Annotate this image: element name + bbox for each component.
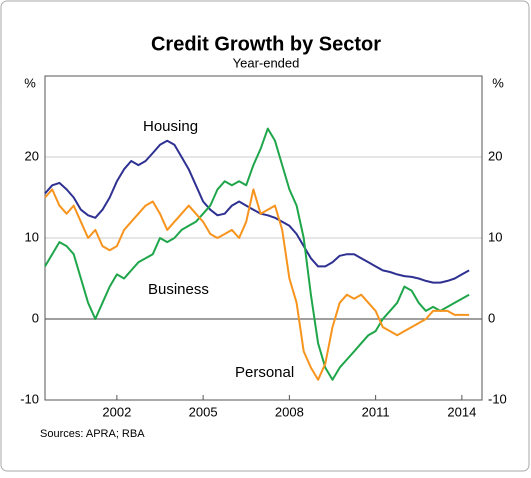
series-line: [44, 139, 470, 284]
y-tick-label: -10: [20, 391, 39, 406]
series-line: [44, 127, 470, 381]
y2-tick-label: 10: [488, 229, 502, 244]
x-tick-label: 2011: [362, 404, 390, 419]
series-label: Personal: [235, 364, 294, 381]
chart-title: Credit Growth by Sector: [151, 33, 381, 55]
x-tick-label: 2005: [189, 404, 218, 419]
chart-subtitle: Year-ended: [233, 55, 300, 70]
x-tick-label: 2008: [275, 404, 304, 419]
series-label: Business: [148, 281, 209, 298]
series-label: Housing: [143, 118, 198, 135]
y-tick-label: 0: [32, 310, 39, 325]
y2-tick-label: 20: [488, 148, 502, 163]
y-tick-label: 20: [25, 148, 39, 163]
series-line: [44, 188, 470, 381]
y2-tick-label: -10: [488, 391, 507, 406]
y2-tick-label: 0: [488, 310, 495, 325]
y-unit: %: [24, 75, 36, 90]
y-tick-label: 10: [25, 229, 39, 244]
plot-border: [44, 75, 483, 401]
source: Sources: APRA; RBA: [40, 428, 145, 440]
y2-unit: %: [492, 75, 504, 90]
x-tick-label: 2002: [102, 404, 131, 419]
x-tick-label: 2014: [447, 404, 476, 419]
